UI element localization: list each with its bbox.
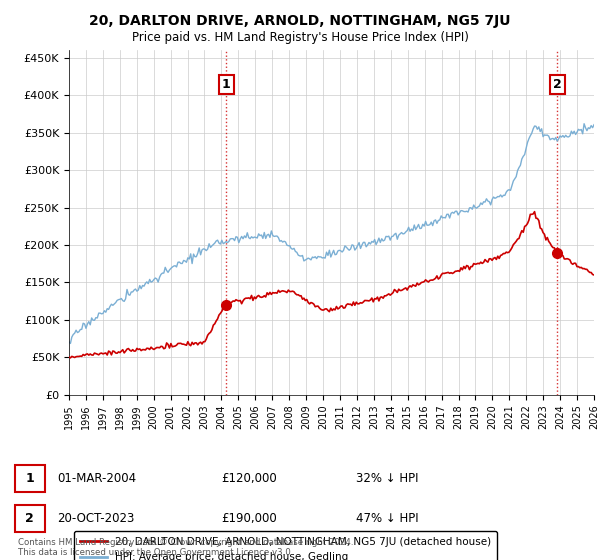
Text: 20, DARLTON DRIVE, ARNOLD, NOTTINGHAM, NG5 7JU: 20, DARLTON DRIVE, ARNOLD, NOTTINGHAM, N…: [89, 14, 511, 28]
Text: £190,000: £190,000: [221, 512, 277, 525]
Text: 01-MAR-2004: 01-MAR-2004: [58, 472, 137, 485]
Text: 2: 2: [553, 78, 562, 91]
Text: £120,000: £120,000: [221, 472, 277, 485]
Text: Price paid vs. HM Land Registry's House Price Index (HPI): Price paid vs. HM Land Registry's House …: [131, 31, 469, 44]
Text: Contains HM Land Registry data © Crown copyright and database right 2024.
This d: Contains HM Land Registry data © Crown c…: [18, 538, 353, 557]
FancyBboxPatch shape: [15, 505, 44, 532]
Text: 2: 2: [25, 512, 34, 525]
Text: 32% ↓ HPI: 32% ↓ HPI: [356, 472, 419, 485]
Text: 47% ↓ HPI: 47% ↓ HPI: [356, 512, 419, 525]
FancyBboxPatch shape: [15, 465, 44, 492]
Text: 20-OCT-2023: 20-OCT-2023: [58, 512, 135, 525]
Legend: 20, DARLTON DRIVE, ARNOLD, NOTTINGHAM, NG5 7JU (detached house), HPI: Average pr: 20, DARLTON DRIVE, ARNOLD, NOTTINGHAM, N…: [74, 531, 497, 560]
Text: 1: 1: [222, 78, 230, 91]
Text: 1: 1: [25, 472, 34, 485]
